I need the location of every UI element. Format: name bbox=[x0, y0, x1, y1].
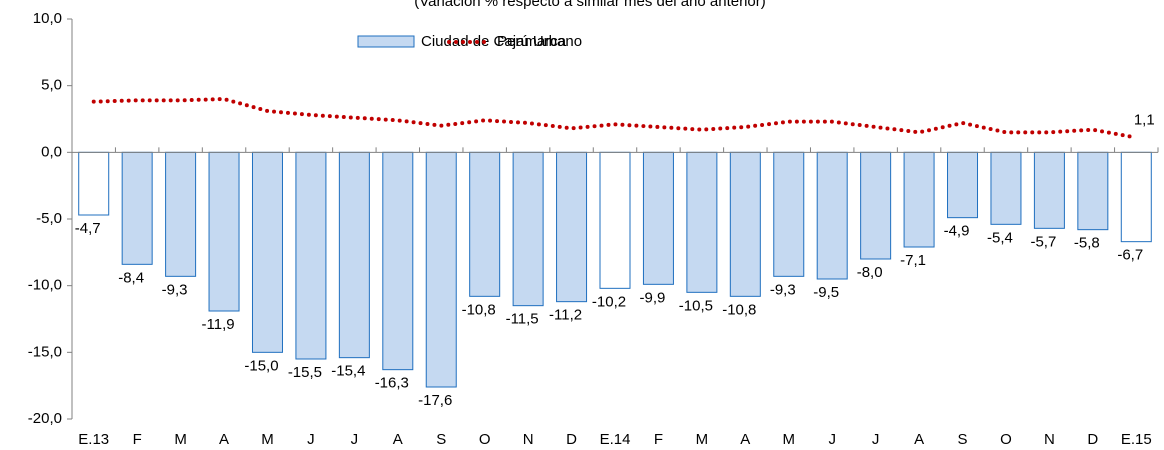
data-label: -10,8 bbox=[722, 301, 756, 318]
data-label: -11,5 bbox=[506, 311, 539, 328]
bar bbox=[382, 151, 414, 371]
x-tick-label: O bbox=[1000, 431, 1012, 448]
data-label: -9,3 bbox=[162, 281, 188, 298]
data-label: -11,2 bbox=[549, 307, 582, 324]
data-label: -15,0 bbox=[244, 357, 278, 374]
line bbox=[91, 96, 1139, 140]
x-tick-label: F bbox=[654, 431, 663, 448]
data-label: -8,4 bbox=[118, 269, 144, 286]
x-tick-label: O bbox=[479, 431, 491, 448]
data-label: -5,8 bbox=[1074, 235, 1100, 252]
x-tick-label: N bbox=[1044, 431, 1055, 448]
x-tick-label: E.14 bbox=[600, 431, 631, 448]
y-tick-label: -15,0 bbox=[28, 343, 62, 360]
bar bbox=[599, 151, 631, 289]
x-tick-label: M bbox=[174, 431, 187, 448]
data-label: -8,0 bbox=[857, 264, 883, 281]
data-label: -4,9 bbox=[944, 223, 970, 240]
y-tick-label: -5,0 bbox=[36, 210, 62, 227]
bar bbox=[729, 151, 761, 297]
bar bbox=[469, 151, 501, 297]
bar bbox=[1033, 151, 1065, 229]
x-tick-label: J bbox=[828, 431, 836, 448]
bar bbox=[1077, 151, 1109, 231]
bar bbox=[1120, 151, 1152, 243]
data-label: -6,7 bbox=[1117, 247, 1143, 264]
data-label: -5,4 bbox=[987, 229, 1013, 246]
data-label: -4,7 bbox=[75, 220, 101, 237]
legend-swatch bbox=[357, 35, 415, 48]
x-tick-label: S bbox=[436, 431, 446, 448]
x-tick-label: J bbox=[351, 431, 359, 448]
bar bbox=[208, 151, 240, 312]
x-tick-label: A bbox=[393, 431, 403, 448]
bar bbox=[816, 151, 848, 280]
bar bbox=[686, 151, 718, 293]
x-tick-label: M bbox=[696, 431, 709, 448]
x-tick-label: J bbox=[872, 431, 880, 448]
y-tick-label: -20,0 bbox=[28, 410, 62, 427]
bar bbox=[251, 151, 283, 353]
bar bbox=[773, 151, 805, 277]
bar bbox=[425, 151, 457, 388]
y-tick-label: 10,0 bbox=[33, 10, 62, 27]
y-tick-label: -10,0 bbox=[28, 277, 62, 294]
x-tick-label: A bbox=[740, 431, 750, 448]
x-tick-label: M bbox=[783, 431, 796, 448]
bar bbox=[903, 151, 935, 248]
legend-label: Ciudad de Cajamarca bbox=[421, 33, 567, 50]
bar bbox=[642, 151, 674, 285]
x-tick-label: E.13 bbox=[78, 431, 109, 448]
x-tick-label: E.15 bbox=[1121, 431, 1152, 448]
bar bbox=[556, 151, 588, 303]
bar bbox=[990, 151, 1022, 225]
bar bbox=[165, 151, 197, 277]
data-label: -7,1 bbox=[900, 252, 926, 269]
x-tick-label: S bbox=[958, 431, 968, 448]
data-label: -9,3 bbox=[770, 281, 796, 298]
data-label: -16,3 bbox=[375, 375, 409, 392]
x-tick-label: A bbox=[219, 431, 229, 448]
data-label: -15,4 bbox=[331, 363, 365, 380]
bar bbox=[295, 151, 327, 360]
legend-label: Perú Urbano bbox=[497, 33, 582, 50]
x-tick-label: M bbox=[261, 431, 274, 448]
chart-subtitle: (Variación % respecto a similar mes del … bbox=[414, 0, 766, 10]
data-label: -10,8 bbox=[462, 301, 496, 318]
bar bbox=[121, 151, 153, 265]
data-label: -5,7 bbox=[1030, 233, 1056, 250]
bar bbox=[78, 151, 110, 216]
data-label: -10,2 bbox=[592, 293, 626, 310]
data-label: -17,6 bbox=[418, 392, 452, 409]
x-tick-label: A bbox=[914, 431, 924, 448]
x-tick-label: J bbox=[307, 431, 315, 448]
bar bbox=[947, 151, 979, 219]
bar bbox=[338, 151, 370, 359]
y-tick-label: 5,0 bbox=[41, 77, 62, 94]
x-tick-label: D bbox=[1087, 431, 1098, 448]
bar bbox=[512, 151, 544, 307]
data-label: -15,5 bbox=[288, 364, 322, 381]
data-label: -11,9 bbox=[202, 316, 235, 333]
y-tick-label: 0,0 bbox=[41, 143, 62, 160]
x-tick-label: D bbox=[566, 431, 577, 448]
bar bbox=[860, 151, 892, 260]
data-label: -9,5 bbox=[813, 284, 839, 301]
x-tick-label: N bbox=[523, 431, 534, 448]
data-label: -10,5 bbox=[679, 297, 713, 314]
data-label: -9,9 bbox=[640, 289, 666, 306]
data-label: 1,1 bbox=[1134, 112, 1155, 129]
x-tick-label: F bbox=[133, 431, 142, 448]
